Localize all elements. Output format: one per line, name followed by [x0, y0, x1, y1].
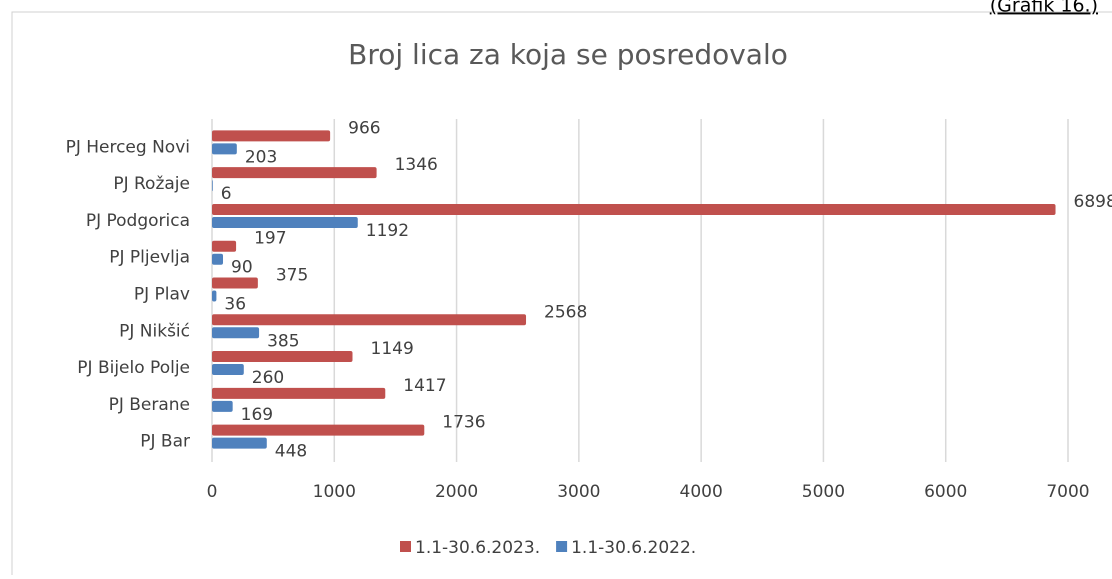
legend-swatch	[556, 541, 568, 552]
x-tick-label: 7000	[1046, 482, 1089, 502]
y-tick-label: PJ Bijelo Polje	[77, 358, 190, 378]
data-label: 6	[221, 184, 232, 204]
bar	[212, 424, 425, 436]
data-label: 448	[275, 442, 307, 462]
bar	[212, 400, 233, 412]
data-label: 2568	[544, 302, 587, 322]
data-label: 1192	[366, 221, 409, 241]
bar	[212, 130, 331, 142]
y-tick-label: PJ Podgorica	[86, 211, 190, 231]
bar	[212, 387, 386, 399]
data-label: 36	[224, 295, 246, 315]
annotation: (Grafik 16.)	[990, 0, 1098, 17]
y-tick-label: PJ Pljevlja	[109, 248, 190, 268]
bar	[212, 240, 237, 252]
x-tick-label: 5000	[802, 482, 845, 502]
chart-title: Broj lica za koja se posredovalo	[348, 38, 788, 71]
bar	[212, 290, 217, 302]
data-label: 375	[276, 266, 308, 286]
x-tick-label: 6000	[924, 482, 967, 502]
bar	[212, 143, 237, 155]
bar	[212, 364, 244, 376]
y-tick-label: PJ Nikšić	[119, 321, 190, 341]
data-label: 385	[267, 331, 299, 351]
y-tick-label: PJ Berane	[109, 395, 190, 415]
data-label: 966	[348, 118, 380, 138]
x-tick-label: 2000	[435, 482, 478, 502]
data-label: 260	[252, 368, 284, 388]
x-tick-label: 0	[207, 482, 218, 502]
data-label: 1736	[442, 413, 485, 433]
data-label: 203	[245, 147, 277, 167]
bar	[212, 314, 527, 326]
bar	[212, 167, 377, 179]
data-label: 1149	[371, 339, 414, 359]
data-label: 197	[254, 229, 286, 249]
bar	[212, 253, 224, 265]
x-tick-label: 1000	[313, 482, 356, 502]
y-tick-label: PJ Rožaje	[113, 174, 190, 194]
data-label: 1346	[395, 155, 438, 175]
bar	[212, 180, 213, 192]
chart-frame	[11, 11, 1112, 579]
data-label: 1417	[403, 376, 446, 396]
y-tick-label: PJ Plav	[134, 285, 190, 305]
bar	[212, 277, 258, 289]
data-label: 169	[241, 405, 273, 425]
bar	[212, 327, 260, 339]
y-tick-label: PJ Bar	[140, 432, 190, 452]
bar	[212, 203, 1056, 215]
legend-label: 1.1-30.6.2022.	[571, 538, 696, 558]
bar	[212, 437, 267, 449]
x-tick-label: 4000	[680, 482, 723, 502]
data-label: 90	[231, 258, 253, 278]
bar	[212, 216, 358, 228]
data-label: 6898	[1074, 192, 1112, 212]
x-tick-label: 3000	[557, 482, 600, 502]
bar	[212, 351, 353, 363]
legend-swatch	[400, 541, 411, 552]
legend-label: 1.1-30.6.2023.	[415, 538, 540, 558]
y-tick-label: PJ Herceg Novi	[66, 137, 190, 157]
